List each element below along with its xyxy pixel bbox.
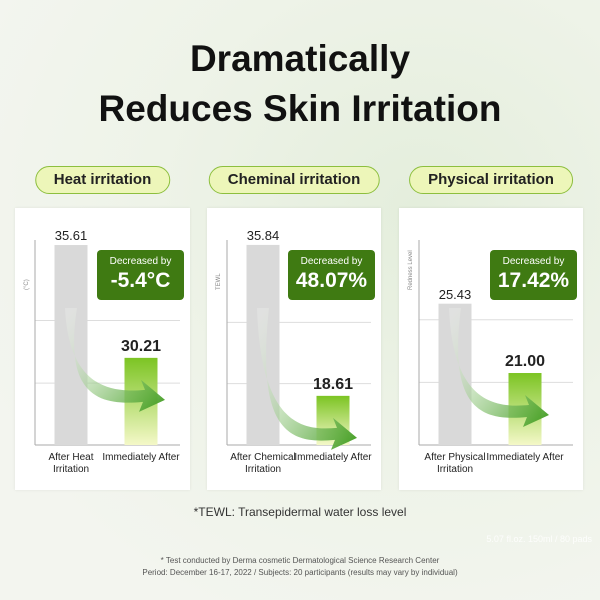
footnote: * Test conducted by Derma cosmetic Derma… [160,556,440,565]
chart-panel: 35.61 After Heat Irritation 30.21 Immediate… [15,208,190,490]
value-label: 30.21 [120,337,162,355]
chart-title: Cheminal irritation [208,166,380,194]
annotation-label: Decreased by [502,256,565,267]
x-tick-label: After Chemical Irritation [230,452,296,475]
background-text: 5.07 fl.oz. 150ml / 80 pads [486,534,592,544]
y-axis-label: Redness Level [408,250,414,290]
y-axis-label: TEWL [216,273,222,290]
annotation-badge: Decreased by -5.4°C [97,250,184,300]
value-label: 25.43 [438,286,472,302]
annotation-label: Decreased by [109,256,172,267]
headline: Reduces Skin Irritation [98,88,502,129]
value-label: 18.61 [312,375,354,393]
value-label: 35.61 [54,228,88,243]
arrow [449,308,549,428]
annotation-badge: Decreased by 48.07% [288,250,375,300]
annotation-badge: Decreased by 17.42% [490,250,577,300]
arrow [257,308,357,450]
x-tick-label: Immediately After [102,452,180,463]
annotation-value: 48.07% [295,269,368,292]
x-tick-label: After Physical Irritation [424,452,486,475]
x-tick-label: Immediately After [294,452,372,463]
tewl-note: *TEWL: Transepidermal water loss level [193,505,407,519]
annotation-label: Decreased by [300,256,363,267]
chart-panel: 35.84 After Chemical Irritation 18.61 Immed… [207,208,381,490]
value-label: 21.00 [504,353,546,370]
plot [226,240,371,450]
plot [418,240,573,446]
chart-panel: 25.43 After Physical Irritation 21.00 Immed… [399,208,583,490]
y-axis-label: (°C) [24,279,30,290]
chart-title: Physical irritation [409,166,573,194]
x-tick-label: Immediately After [486,452,564,463]
footnote: Period: December 16-17, 2022 / Subjects:… [142,568,458,577]
value-label: 35.84 [246,227,280,243]
chart-title: Heat irritation [34,166,171,194]
headline: Dramatically [189,38,411,79]
annotation-value: 17.42% [497,269,570,292]
plot [34,240,180,446]
x-tick-label: After Heat Irritation [48,452,94,475]
arrow [65,308,165,412]
annotation-value: -5.4°C [110,269,171,292]
